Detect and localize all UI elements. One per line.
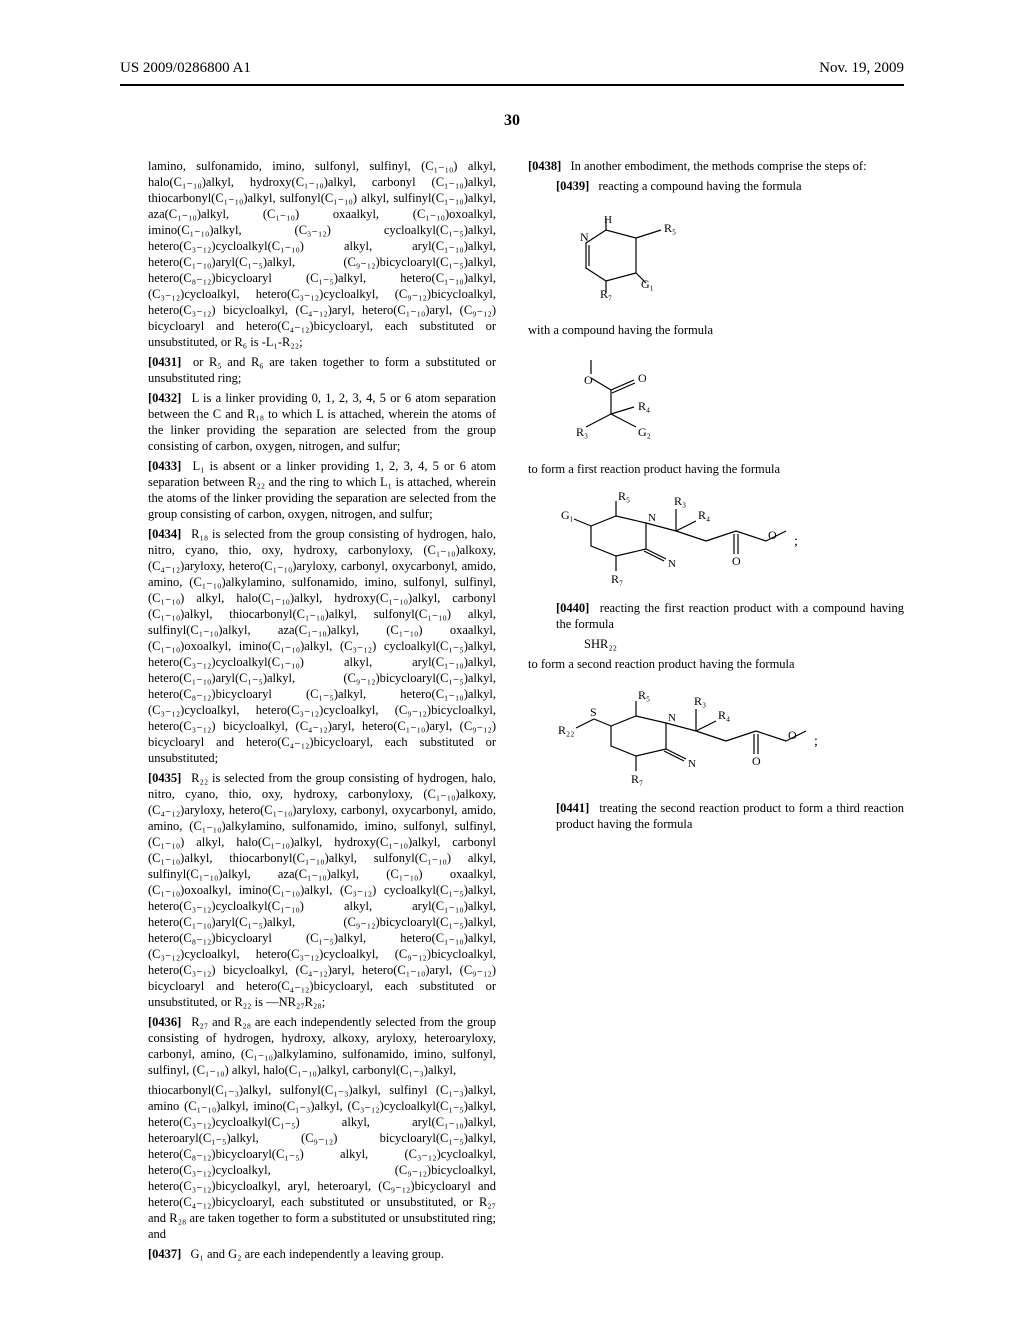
para-text: In another embodiment, the methods compr… [570, 159, 866, 173]
body-columns: lamino, sulfonamido, imino, sulfonyl, su… [120, 158, 904, 1280]
chem-label: R₅ [664, 221, 676, 235]
para-text: L₁ is absent or a linker providing 1, 2,… [148, 459, 496, 521]
chem-label: R₇ [611, 572, 623, 586]
para-0435: [0435] R₂₂ is selected from the group co… [120, 770, 496, 1010]
para-text: R₁₈ is selected from the group consistin… [148, 527, 496, 765]
chem-label: N [688, 758, 696, 770]
publication-date: Nov. 19, 2009 [819, 60, 904, 77]
para-text: reacting the first reaction product with… [556, 601, 904, 631]
chem-label: N [580, 230, 589, 244]
chem-structure-1: N H R₅ R₇ G₁ [556, 208, 904, 308]
para-text: R₂₇ and R₂₈ are each independently selec… [148, 1015, 496, 1077]
para-num: [0432] [148, 391, 181, 405]
chem-label: O [638, 371, 647, 385]
chem-label: O [768, 528, 777, 542]
para-text: R₂₂ is selected from the group consistin… [148, 771, 496, 1009]
para-0433: [0433] L₁ is absent or a linker providin… [120, 458, 496, 522]
chem-label: O [584, 373, 593, 387]
chem-label: R₅ [638, 688, 650, 702]
para-0438: [0438] In another embodiment, the method… [528, 158, 904, 174]
chem-label: O [752, 754, 761, 768]
para-num: [0437] [148, 1247, 181, 1261]
para-0441: [0441] treating the second reaction prod… [528, 800, 904, 832]
chem-label: R₂₂ [558, 723, 574, 737]
para-num: [0438] [528, 159, 561, 173]
para-num: [0436] [148, 1015, 181, 1029]
svg-text:;: ; [814, 734, 818, 749]
publication-number: US 2009/0286800 A1 [120, 60, 251, 77]
para-num: [0435] [148, 771, 181, 785]
caption-3: to form a second reaction product having… [528, 656, 904, 672]
chem-label: R₃ [576, 425, 588, 439]
para-0432: [0432] L is a linker providing 0, 1, 2, … [120, 390, 496, 454]
para-num: [0433] [148, 459, 181, 473]
caption-1: with a compound having the formula [528, 322, 904, 338]
chem-label: R₃ [694, 694, 706, 708]
chem-label: G₁ [561, 508, 574, 522]
para-num: [0431] [148, 355, 181, 369]
chem-label: O [732, 554, 741, 568]
chem-label: S [590, 705, 597, 719]
para-text: reacting a compound having the formula [598, 179, 801, 193]
para-text: L is a linker providing 0, 1, 2, 3, 4, 5… [148, 391, 496, 453]
para-text: or R₅ and R₆ are taken together to form … [148, 355, 496, 385]
para-text: treating the second reaction product to … [556, 801, 904, 831]
chem-label: N [648, 512, 656, 524]
chem-label: R₄ [698, 508, 710, 522]
shr22-formula: SHR₂₂ [584, 636, 904, 652]
chem-label: G₂ [638, 425, 651, 439]
chem-label: H [604, 214, 612, 226]
chem-label: O [788, 728, 797, 742]
chem-label: N [668, 712, 676, 724]
chem-label: R₅ [618, 491, 630, 503]
para-text: G₁ and G₂ are each independently a leavi… [190, 1247, 443, 1261]
chem-label: R₄ [718, 708, 730, 722]
para-lead: lamino, sulfonamido, imino, sulfonyl, su… [120, 158, 496, 350]
header-rule [120, 84, 904, 86]
para-0437: [0437] G₁ and G₂ are each independently … [120, 1246, 496, 1262]
para-0434: [0434] R₁₈ is selected from the group co… [120, 526, 496, 766]
chem-label: N [668, 558, 676, 570]
chem-structure-3: G₁ R₅ R₃ R₄ N N O O R₇ ; [556, 491, 904, 586]
para-num: [0440] [556, 601, 589, 615]
para-0431: [0431] or R₅ and R₆ are taken together t… [120, 354, 496, 386]
para-num: [0439] [556, 179, 589, 193]
para-0440: [0440] reacting the first reaction produ… [528, 600, 904, 632]
svg-text:;: ; [794, 534, 798, 549]
chem-structure-4: R₂₂ S R₅ R₃ R₄ N N O O R₇ ; [556, 686, 904, 786]
para-num: [0434] [148, 527, 181, 541]
chem-label: R₄ [638, 399, 650, 413]
para-0439: [0439] reacting a compound having the fo… [528, 178, 904, 194]
chem-label: R₇ [631, 772, 643, 786]
para-right-lead: thiocarbonyl(C₁₋₃)alkyl, sulfonyl(C₁₋₃)a… [120, 1082, 496, 1242]
chem-structure-2: O O R₄ R₃ G₂ [556, 352, 904, 447]
para-0436: [0436] R₂₇ and R₂₈ are each independentl… [120, 1014, 496, 1078]
page-number: 30 [0, 112, 1024, 130]
caption-2: to form a first reaction product having … [528, 461, 904, 477]
para-num: [0441] [556, 801, 589, 815]
chem-label: R₃ [674, 494, 686, 508]
